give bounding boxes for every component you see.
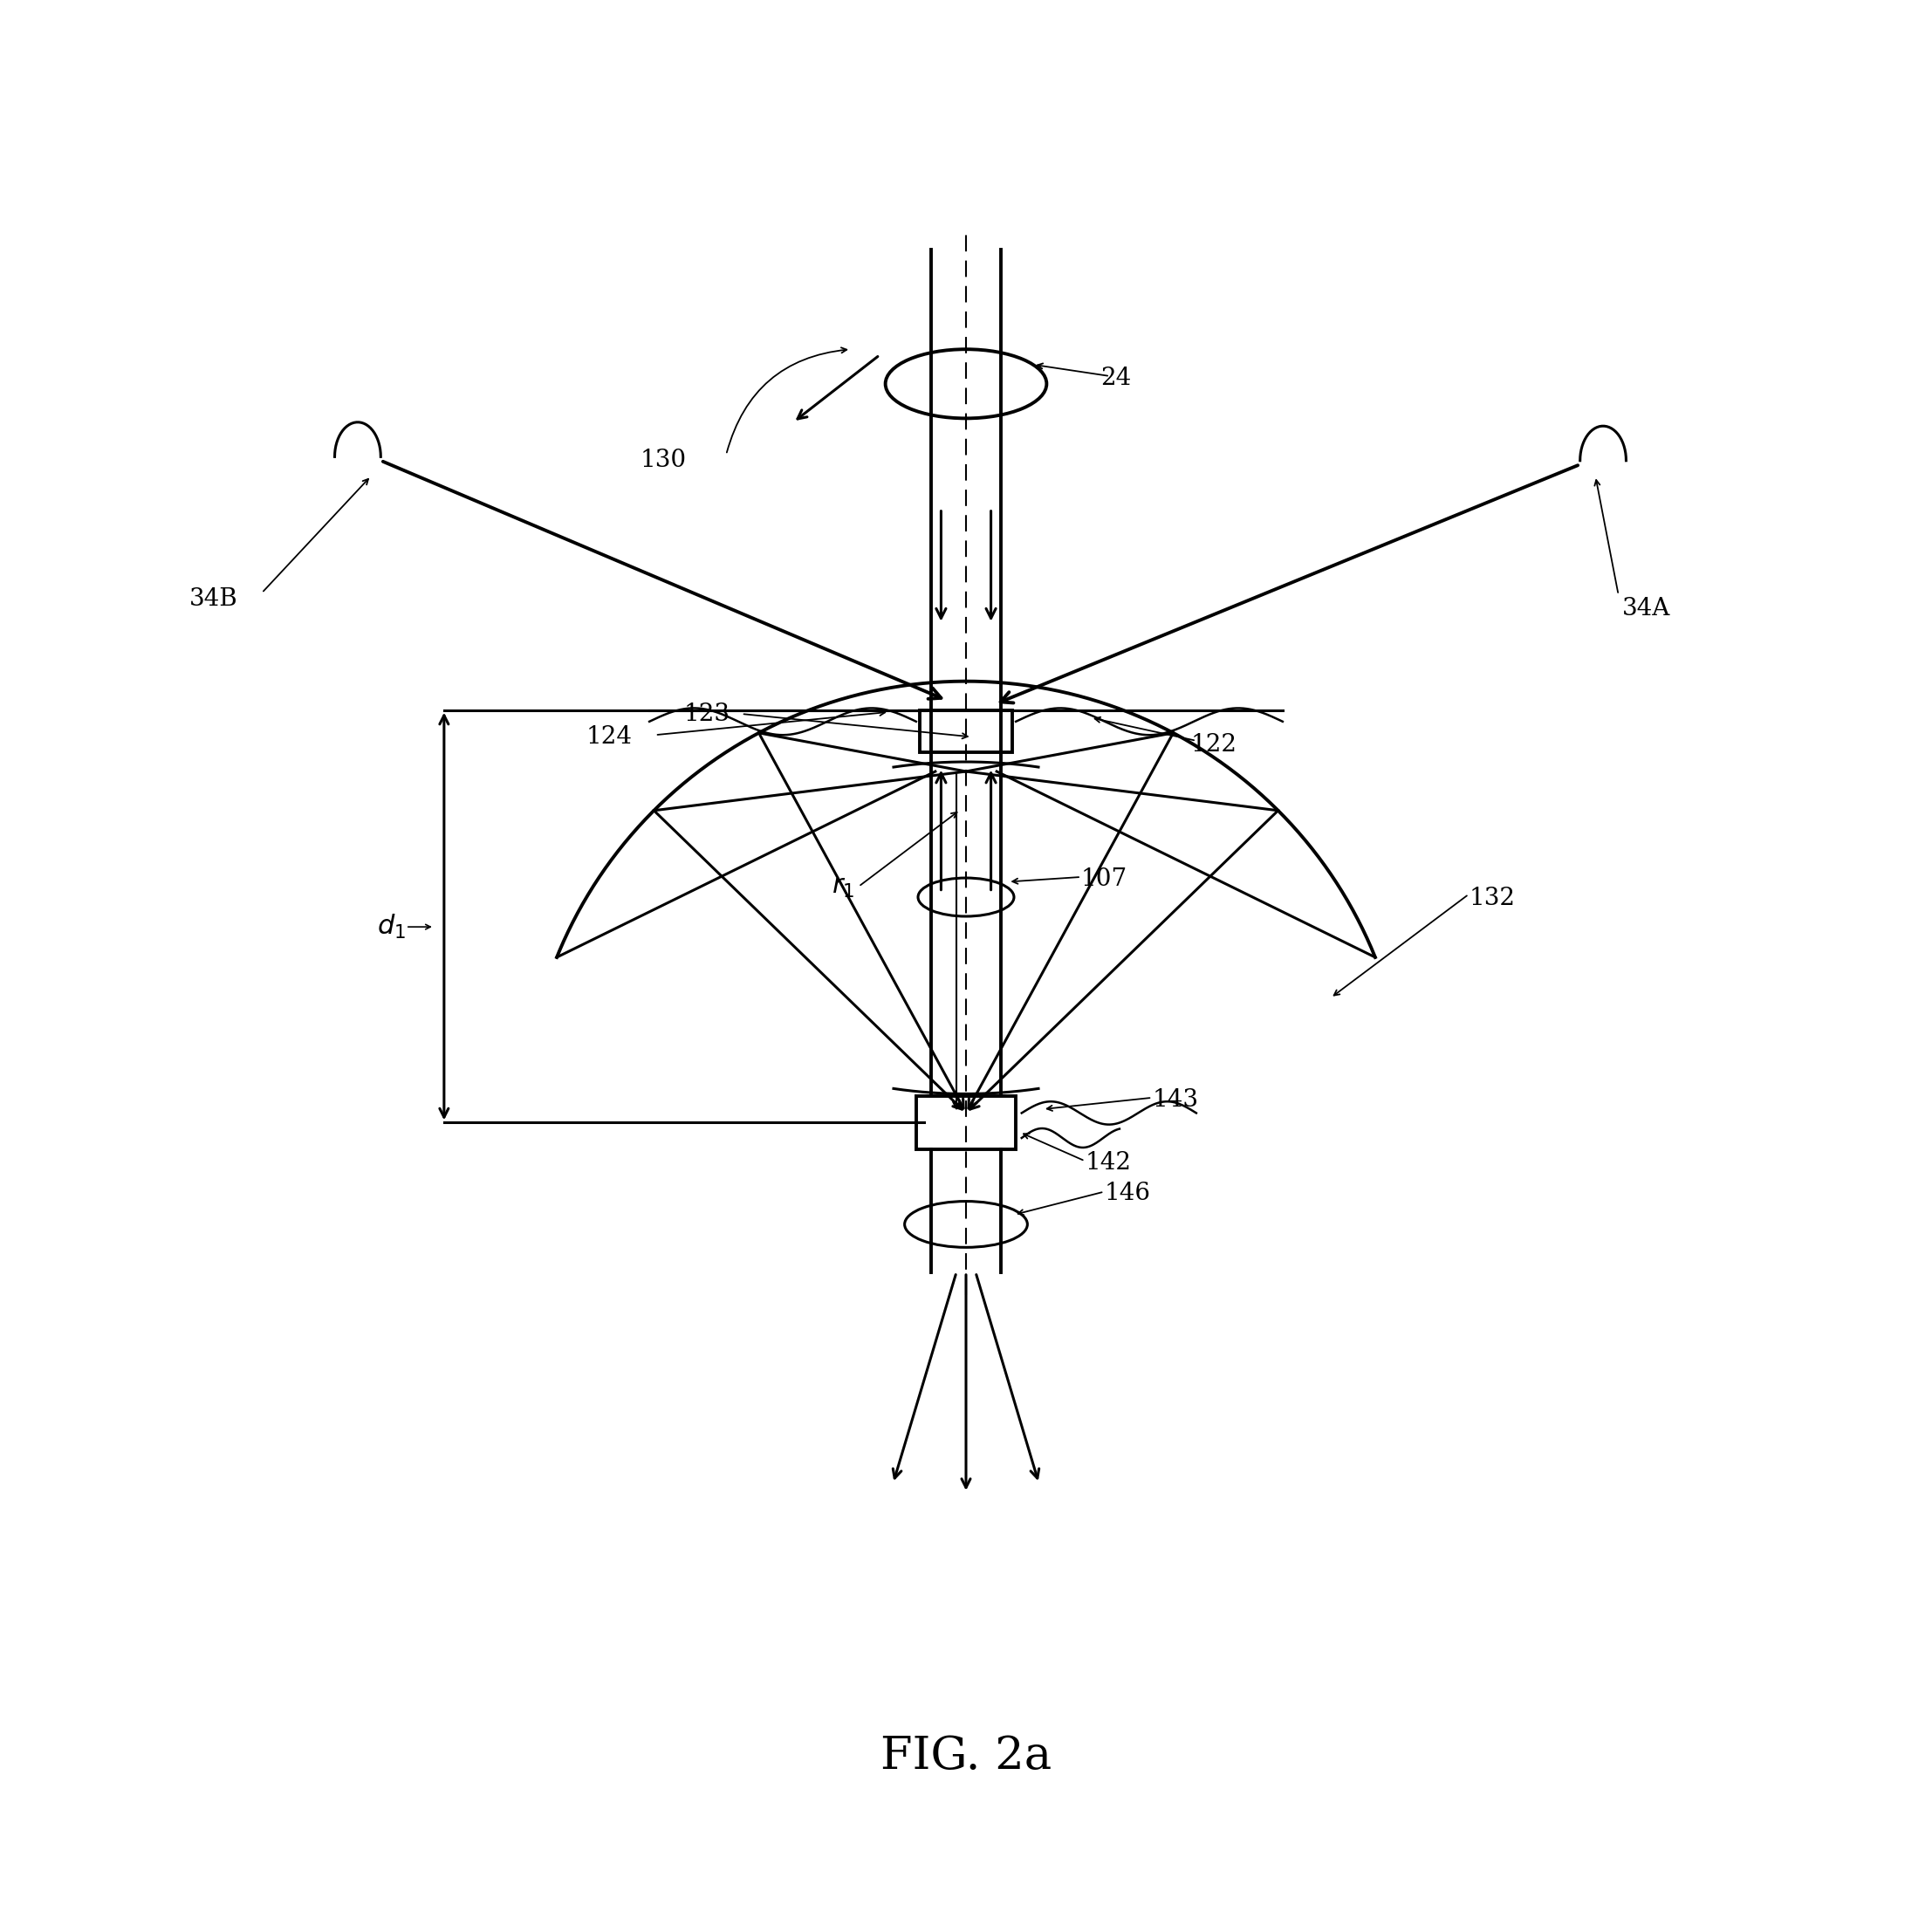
- Bar: [916, 1096, 1016, 1149]
- Text: 132: 132: [1468, 887, 1515, 910]
- Text: 122: 122: [1190, 733, 1236, 756]
- Text: 34A: 34A: [1623, 597, 1671, 620]
- Bar: [920, 710, 1012, 752]
- Text: 107: 107: [1082, 867, 1128, 890]
- Text: 24: 24: [1101, 367, 1130, 390]
- Text: $r_1$: $r_1$: [831, 873, 854, 900]
- Text: 142: 142: [1086, 1151, 1132, 1174]
- Text: 123: 123: [684, 702, 730, 725]
- Text: 130: 130: [639, 449, 686, 472]
- Text: 143: 143: [1151, 1088, 1198, 1111]
- Text: $d_1$: $d_1$: [377, 913, 406, 940]
- Text: 146: 146: [1105, 1182, 1150, 1205]
- Text: 124: 124: [585, 725, 632, 748]
- Text: 34B: 34B: [189, 587, 238, 610]
- Text: FIG. 2a: FIG. 2a: [881, 1733, 1051, 1779]
